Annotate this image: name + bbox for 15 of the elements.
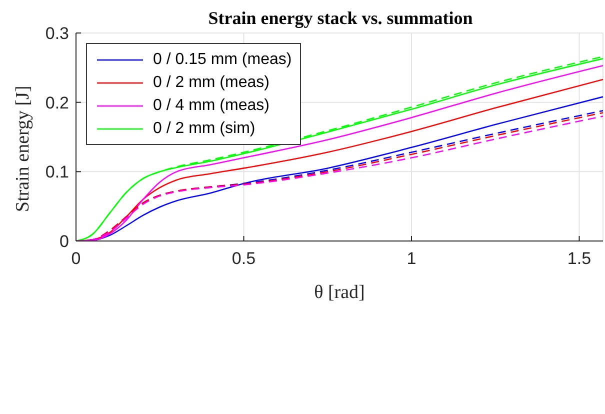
x-tick-label: 0: [71, 249, 81, 268]
legend-label: 0 / 4 mm (meas): [153, 96, 270, 114]
legend-label: 0 / 0.15 mm (meas): [153, 50, 292, 68]
y-tick-label: 0.1: [45, 162, 69, 182]
chart-title: Strain energy stack vs. summation: [207, 8, 474, 29]
x-tick-label: 0.5: [232, 249, 256, 268]
y-tick-label: 0: [60, 232, 69, 252]
y-axis-title: Strain energy [J]: [12, 86, 34, 212]
x-tick-label: 1.5: [567, 249, 592, 268]
legend-label: 0 / 2 mm (meas): [153, 74, 270, 92]
y-tick-label: 0.2: [45, 93, 69, 112]
x-tick-label: 1: [406, 249, 416, 268]
legend-label: 0 / 2 mm (sim): [153, 120, 256, 138]
x-axis-title: θ [rad]: [314, 282, 365, 303]
y-tick-label: 0.3: [45, 24, 69, 44]
